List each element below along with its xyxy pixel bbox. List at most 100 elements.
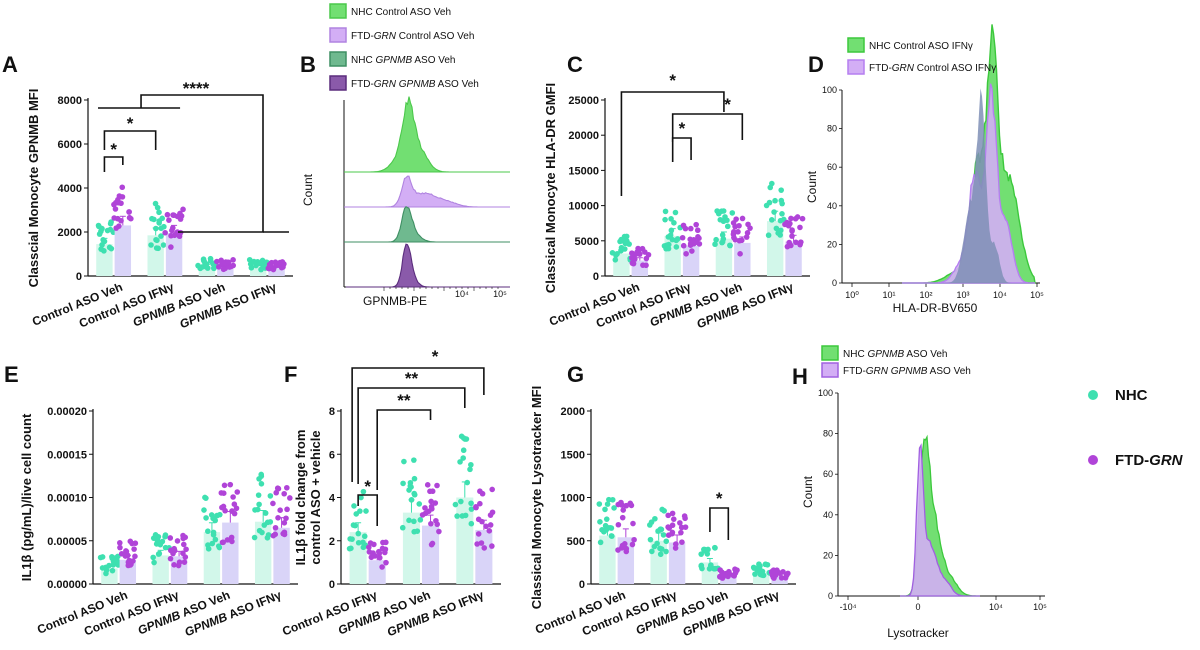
data-point — [694, 227, 701, 234]
data-point — [111, 201, 117, 208]
data-point — [434, 482, 440, 489]
y-tick-label: 40 — [827, 201, 837, 211]
data-point — [201, 507, 207, 513]
data-point — [284, 484, 290, 491]
data-point — [262, 510, 269, 516]
legend-item-label: NHC GPNMB ASO Veh — [843, 349, 948, 360]
data-point — [436, 528, 442, 535]
data-point — [724, 223, 731, 230]
histogram-2 — [346, 175, 510, 208]
label-part: NHC — [351, 55, 375, 66]
data-point — [171, 562, 177, 568]
data-point — [793, 239, 799, 246]
data-point — [258, 471, 265, 478]
data-point — [662, 208, 669, 215]
data-point — [730, 220, 737, 226]
data-point — [176, 559, 183, 566]
data-point — [643, 262, 649, 269]
data-point — [432, 500, 439, 506]
data-point — [624, 240, 631, 246]
panel-c: C 0 5000 10000 15000 20000 25000 Classical Mono… — [543, 52, 810, 331]
data-point — [170, 212, 176, 218]
data-point — [799, 215, 806, 222]
data-point — [160, 242, 167, 248]
data-point — [400, 480, 406, 487]
data-point — [115, 199, 122, 206]
data-point — [114, 558, 121, 565]
data-point — [678, 524, 685, 531]
label-part: ASO Veh — [412, 55, 455, 66]
panel-h: H 0 20 40 60 80 100 -10⁴ 0 10⁴ 10⁵ Count Lysotracker… — [792, 345, 1047, 640]
group-legend: NHC FTD-GRN — [1088, 387, 1184, 469]
x-axis-title: HLA-DR-BV650 — [893, 301, 978, 315]
sig-bracket — [357, 494, 378, 526]
y-tick-label: 20000 — [568, 130, 599, 142]
bar-nhc — [456, 497, 474, 584]
data-point — [648, 519, 655, 525]
data-point — [357, 508, 363, 514]
data-point — [180, 550, 186, 557]
data-point — [256, 501, 262, 508]
data-point — [429, 488, 436, 495]
data-point — [468, 461, 474, 468]
y-axis-title: Count — [805, 170, 819, 203]
y-tick-label: 20 — [827, 239, 837, 249]
data-point — [636, 251, 643, 257]
panel-label: C — [567, 52, 583, 77]
data-point — [368, 554, 375, 561]
bar-ftd — [771, 576, 788, 584]
data-point — [596, 501, 603, 507]
data-point — [603, 516, 610, 522]
bar-ftd — [668, 542, 686, 584]
data-point — [736, 237, 743, 244]
data-point — [155, 245, 161, 252]
data-point — [114, 215, 121, 222]
x-axis-title: Lysotracker — [887, 626, 949, 640]
data-point — [457, 459, 463, 465]
data-point — [127, 538, 134, 545]
data-point — [669, 510, 676, 517]
sig-star: * — [669, 71, 676, 90]
data-point — [647, 536, 654, 543]
data-point — [642, 249, 648, 255]
label-part: GRN — [892, 63, 915, 74]
sig-star: * — [716, 489, 723, 508]
data-point — [265, 532, 272, 538]
y-axis-title: Classcial Monocyte GPNMB MFI — [26, 89, 41, 288]
data-point — [681, 513, 688, 519]
data-point — [602, 506, 608, 513]
data-point — [732, 570, 739, 576]
data-point — [767, 184, 774, 191]
data-point — [468, 506, 475, 512]
data-point — [355, 530, 362, 537]
label-part: FTD- — [351, 31, 374, 42]
data-point — [174, 229, 181, 235]
data-point — [266, 264, 273, 270]
data-point — [694, 239, 700, 246]
data-point — [221, 482, 228, 489]
x-tick-label: 10⁵ — [1033, 602, 1047, 612]
x-tick-label: 10⁵ — [1030, 290, 1044, 300]
data-point — [131, 546, 137, 552]
data-point — [419, 512, 426, 518]
bar-ftd — [475, 529, 493, 584]
data-point — [597, 539, 604, 546]
legend-nhc-label: NHC — [1115, 387, 1148, 404]
sig-star: * — [364, 477, 371, 496]
label-part: Control ASO IFNγ — [914, 63, 996, 74]
y-tick-label: 0.00010 — [47, 493, 87, 505]
data-point — [252, 507, 258, 513]
data-point — [230, 494, 236, 500]
panel-label: E — [4, 362, 19, 387]
data-point — [667, 232, 674, 239]
data-point — [360, 488, 367, 495]
sig-bracket — [376, 409, 432, 490]
data-point — [460, 455, 466, 461]
bar-nhc — [752, 572, 770, 584]
data-point — [777, 217, 784, 224]
data-point — [487, 522, 494, 528]
data-point — [383, 559, 389, 566]
x-tick-label: 10¹ — [882, 290, 895, 300]
data-point — [411, 491, 418, 498]
data-point — [702, 546, 708, 553]
